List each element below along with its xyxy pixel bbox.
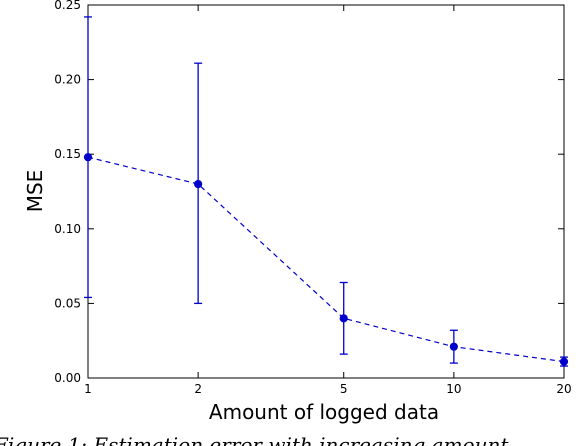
x-axis-label: Amount of logged data bbox=[209, 400, 439, 424]
x-axis: 1 2 5 10 20 bbox=[84, 5, 572, 396]
x-tick-label: 5 bbox=[340, 382, 348, 396]
x-tick-label: 1 bbox=[84, 382, 92, 396]
plot-area bbox=[87, 4, 565, 379]
figure-caption: Figure 1: Estimation error with increasi… bbox=[0, 433, 509, 446]
y-tick-label: 0.05 bbox=[54, 296, 81, 310]
y-axis: 0.00 0.05 0.10 0.15 0.20 0.25 bbox=[54, 0, 564, 385]
series-layer bbox=[83, 16, 569, 367]
y-tick-label: 0.10 bbox=[54, 222, 81, 236]
y-tick-label: 0.25 bbox=[54, 0, 81, 12]
data-point bbox=[339, 314, 348, 323]
y-tick-label: 0.20 bbox=[54, 73, 81, 87]
plot-frame bbox=[87, 4, 565, 379]
x-tick-label: 10 bbox=[446, 382, 461, 396]
x-tick-label: 20 bbox=[556, 382, 571, 396]
data-point bbox=[194, 179, 203, 189]
y-tick-label: 0.00 bbox=[54, 371, 81, 385]
data-point bbox=[559, 357, 569, 366]
data-point bbox=[449, 342, 458, 351]
series-line bbox=[87, 156, 565, 363]
data-point bbox=[83, 153, 93, 162]
y-tick-label: 0.15 bbox=[54, 147, 81, 161]
x-tick-label: 2 bbox=[194, 382, 202, 396]
y-axis-label: MSE bbox=[23, 170, 47, 213]
